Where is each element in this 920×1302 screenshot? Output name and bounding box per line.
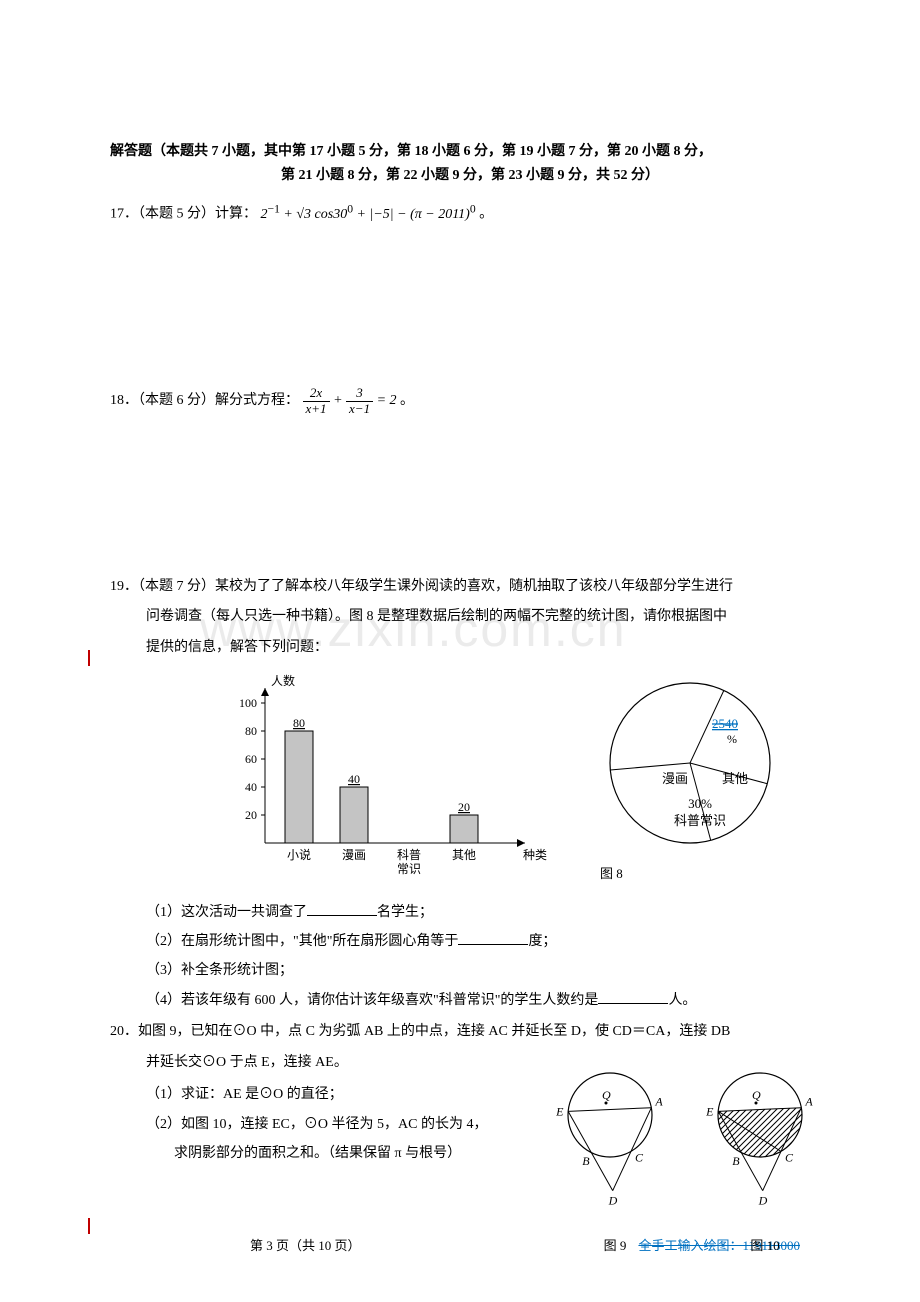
svg-text:D: D [758,1194,768,1208]
svg-text:其他: 其他 [452,848,476,862]
svg-text:20: 20 [458,800,470,814]
svg-text:60: 60 [245,752,257,766]
blank-1[interactable] [307,901,377,916]
svg-text:Q: Q [602,1088,611,1102]
svg-text:C: C [785,1151,794,1165]
revision-bar-1 [88,650,90,666]
svg-text:40: 40 [245,780,257,794]
svg-text:科普: 科普 [397,848,421,862]
q19-sub2-b: 度； [528,934,556,949]
svg-text:种类: 种类 [523,848,547,862]
q19-sub4-a: （4）若该年级有 600 人，请你估计该年级喜欢"科普常识"的学生人数约是 [146,993,598,1008]
q19-sub2: （2）在扇形统计图中，"其他"所在扇形圆心角等于 度； [110,927,830,956]
svg-text:%: % [727,732,737,746]
q20-sub2b: 求阴影部分的面积之和。（结果保留 π 与根号） [110,1139,550,1168]
fig9-label: 图 9 [550,1235,680,1254]
svg-text:A: A [654,1095,663,1109]
svg-text:漫画: 漫画 [342,848,366,862]
circle-figure-10: A E B C D Q [700,1060,830,1230]
section-title-line2: 第 21 小题 8 分，第 22 小题 9 分，第 23 小题 9 分，共 52… [110,164,830,184]
circle-figure-9: A E B C D Q [550,1060,680,1230]
q17-equation: 2−1 + √3 cos300 + |−5| − (π − 2011)0 [261,207,480,222]
svg-text:其他: 其他 [722,771,748,786]
q19-figures: 20406080100人数种类80小说40漫画科普常识20其他 2540%其他漫… [220,668,830,888]
blank-3[interactable] [598,989,668,1004]
svg-text:A: A [804,1095,813,1109]
blank-2[interactable] [458,930,528,945]
q17-tail: 。 [479,207,493,222]
svg-text:常识: 常识 [397,862,421,876]
svg-text:C: C [635,1151,644,1165]
q19-sub4: （4）若该年级有 600 人，请你估计该年级喜欢"科普常识"的学生人数约是 人。 [110,986,830,1015]
svg-text:D: D [608,1194,618,1208]
svg-text:20: 20 [245,808,257,822]
svg-text:80: 80 [245,724,257,738]
q19-line2: 问卷调查（每人只选一种书籍）。图 8 是整理数据后绘制的两幅不完整的统计图，请你… [110,604,830,631]
svg-text:人数: 人数 [271,673,295,688]
q18-tail: 。 [400,393,414,408]
q17-prefix: 17．（本题 5 分）计算： [110,207,257,222]
q18-equation: 2xx+1 + 3x−1 = 2 [303,393,401,408]
q19-line1: 19．（本题 7 分）某校为了了解本校八年级学生课外阅读的喜欢，随机抽取了该校八… [110,574,830,601]
q18-prefix: 18．（本题 6 分）解分式方程： [110,393,299,408]
section-title-line1: 解答题（本题共 7 小题，其中第 17 小题 5 分，第 18 小题 6 分，第… [110,140,830,160]
svg-text:2540: 2540 [712,716,738,731]
svg-text:B: B [582,1154,590,1168]
q19-sub1-a: （1）这次活动一共调查了 [146,905,307,920]
svg-text:漫画: 漫画 [662,771,688,786]
q19-sub4-b: 人。 [668,993,696,1008]
q17: 17．（本题 5 分）计算： 2−1 + √3 cos300 + |−5| − … [110,198,830,228]
svg-text:E: E [555,1105,564,1119]
svg-text:100: 100 [239,696,257,710]
q19-sub1: （1）这次活动一共调查了 名学生； [110,898,830,927]
fig8-label: 图 8 [600,863,790,882]
revision-bar-2 [88,1218,90,1234]
svg-text:30%: 30% [688,796,712,811]
q18: 18．（本题 6 分）解分式方程： 2xx+1 + 3x−1 = 2 。 [110,386,830,416]
svg-text:科普常识: 科普常识 [674,813,726,828]
bar-chart: 20 40 60 80 100 人数种类 80 小说 40 漫画 科普常识 20 其他 [220,668,560,888]
svg-text:40: 40 [348,772,360,786]
svg-text:小说: 小说 [287,847,311,862]
q19-sub1-b: 名学生； [377,905,433,920]
fig10-label: 图 10 [700,1235,830,1254]
q19-line3: 提供的信息，解答下列问题： [110,635,830,662]
pie-chart: 2540% 其他 漫画30% 科普常识 [590,668,790,858]
svg-text:B: B [732,1154,740,1168]
q20-line1: 20．如图 9，已知在⊙O 中，点 C 为劣弧 AB 上的中点，连接 AC 并延… [110,1019,830,1046]
q19-sub2-a: （2）在扇形统计图中，"其他"所在扇形圆心角等于 [146,934,458,949]
svg-text:E: E [705,1105,714,1119]
svg-text:Q: Q [752,1088,761,1102]
q19-sub3: （3）补全条形统计图； [110,956,830,985]
svg-text:80: 80 [293,716,305,730]
q20-sub1: （1）求证：AE 是⊙O 的直径； [110,1080,550,1109]
q20-sub2a: （2）如图 10，连接 EC，⊙O 半径为 5，AC 的长为 4， [110,1110,550,1139]
